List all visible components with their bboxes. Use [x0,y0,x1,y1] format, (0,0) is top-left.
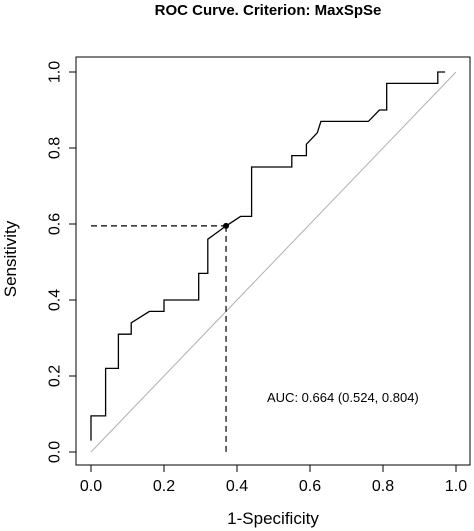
reference-diagonal [90,71,457,453]
x-tick-label: 1.0 [445,478,467,495]
x-tick-label: 0.6 [299,478,321,495]
x-axis-label: 1-Specificity [227,509,319,528]
y-axis: 0.0 0.2 0.4 0.6 0.8 1.0 [47,61,76,463]
y-tick-label: 0.0 [47,441,64,463]
x-tick-label: 0.4 [226,478,248,495]
plot-frame [75,56,471,466]
y-tick-label: 0.8 [47,137,64,159]
x-tick-label: 0.0 [80,478,102,495]
x-tick-label: 0.8 [372,478,394,495]
y-tick-label: 0.6 [47,213,64,235]
x-tick-label: 0.2 [153,478,175,495]
y-tick-label: 0.2 [47,365,64,387]
y-axis-label: Sensitivity [1,220,20,297]
chart-title: ROC Curve. Criterion: MaxSpSe [155,2,382,19]
y-tick-label: 0.4 [47,289,64,311]
cutoff-point [223,222,230,229]
auc-annotation: AUC: 0.664 (0.524, 0.804) [267,390,419,405]
y-tick-label: 1.0 [47,61,64,83]
roc-curve-line [90,71,446,441]
x-axis: 0.0 0.2 0.4 0.6 0.8 1.0 [80,465,467,495]
